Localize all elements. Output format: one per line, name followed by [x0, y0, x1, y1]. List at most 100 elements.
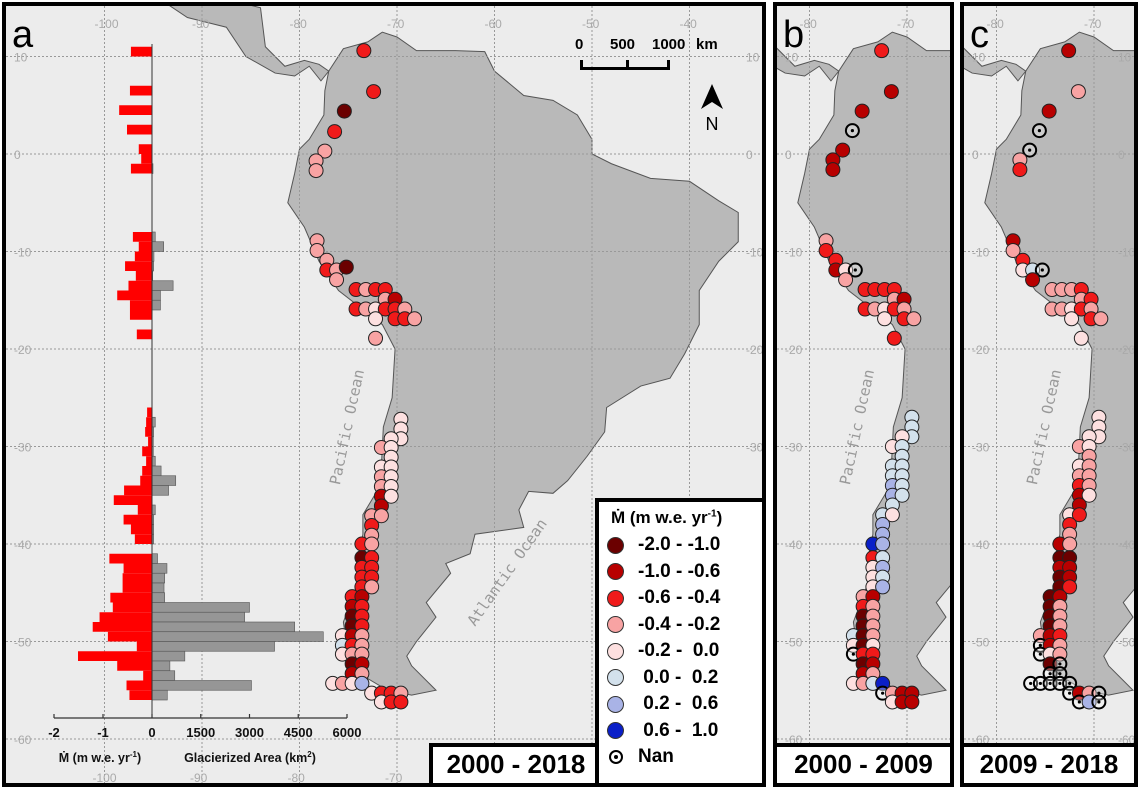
glacier-dot-nan-center [1058, 681, 1062, 686]
mdot-bar [142, 446, 152, 457]
mdot-bar [129, 300, 152, 310]
legend-item: -0.6 - -0.4 [607, 585, 762, 612]
legend-item: -2.0 - -1.0 [607, 532, 762, 559]
glacier-dot [336, 103, 352, 119]
glacier-dot [894, 487, 910, 503]
latitude-label: 0 [972, 148, 979, 162]
legend-item: 0.6 - 1.0 [607, 718, 762, 745]
glacier-dot [329, 272, 345, 288]
glacier-dot-nan-center [1048, 681, 1052, 686]
mdot-bar [129, 85, 152, 96]
legend-title: Ṁ (m w.e. yr-1) [611, 508, 723, 527]
glacier-dot-nan-center [1097, 700, 1101, 704]
longitude-label: -90 [190, 771, 208, 785]
mdot-bar [92, 622, 152, 632]
area-bar [151, 465, 162, 477]
glacier-dot [373, 508, 389, 524]
latitude-label: -10 [14, 246, 32, 260]
north-arrow-icon [701, 84, 723, 109]
longitude-label: -80 [800, 17, 818, 31]
area-axis-label: Glacierized Area (km2) [184, 750, 316, 765]
mdot-bar [127, 124, 152, 135]
legend-label: 0.2 - 0.6 [638, 693, 719, 715]
glacier-dot [875, 536, 891, 552]
latitude-label: -30 [746, 441, 764, 455]
legend-swatch-icon [607, 669, 624, 687]
latitude-label: -30 [785, 441, 803, 455]
glacier-dot [875, 579, 891, 595]
glacier-dot [308, 163, 324, 179]
glacier-dot [317, 143, 333, 159]
area-bar [151, 582, 165, 594]
glacier-dot [854, 103, 870, 119]
glacier-dot-nan-center [1068, 681, 1072, 686]
mdot-bar [107, 631, 152, 642]
glacier-dot [309, 243, 325, 259]
legend-item: -0.2 - 0.0 [607, 638, 762, 665]
mdot-bar [78, 651, 152, 661]
legend-label: -0.2 - 0.0 [638, 640, 720, 662]
latitude-label: -60 [14, 733, 32, 747]
latitude-label: -30 [972, 441, 990, 455]
glacier-dot [1041, 103, 1057, 119]
glacier-dot [904, 694, 920, 710]
glacier-dot [383, 488, 399, 504]
mdot-bar [110, 592, 152, 603]
area-bar [151, 485, 169, 496]
mdot-bar [123, 514, 152, 525]
legend-item: Nan [607, 744, 762, 771]
glacier-dot [366, 84, 382, 100]
latitude-label: -20 [14, 343, 32, 357]
mdot-bar [147, 407, 152, 418]
longitude-label: -70 [1084, 17, 1102, 31]
legend-label: -1.0 - -0.6 [638, 560, 721, 582]
histogram-tick-label: 3000 [235, 725, 264, 740]
glacier-dot [838, 272, 854, 288]
area-bar [151, 241, 164, 252]
latitude-label: -40 [785, 538, 803, 552]
period-label-b: 2000 - 2009 [777, 743, 950, 783]
panel-letter-c: c [970, 14, 989, 56]
pacific-ocean-label: Pacific Ocean [836, 368, 878, 487]
mdot-bar [119, 105, 152, 115]
mdot-bar [124, 485, 152, 496]
histogram: -2 -1 0 1500 3000 4500 6000 Ṁ (m w.e. yr-1) Gla… [48, 44, 361, 765]
area-bar [151, 689, 168, 701]
legend-label: -0.4 - -0.2 [638, 613, 721, 635]
area-bar [151, 475, 177, 486]
longitude-label: -70 [385, 771, 403, 785]
mdot-bar [125, 261, 152, 271]
area-bar [151, 563, 168, 574]
mdot-bar [117, 290, 152, 301]
glacier-dot-nan-center [1028, 148, 1032, 152]
glacier-dot [338, 259, 354, 275]
glacier-dot [884, 507, 900, 523]
land-layer [777, 31, 950, 696]
latitude-label: 0 [1118, 148, 1125, 162]
scale-bar-line [580, 60, 670, 70]
area-bar [151, 611, 245, 623]
mdot-bar [146, 417, 152, 427]
legend-swatch-icon [607, 695, 624, 713]
longitude-label: -40 [680, 17, 698, 31]
mdot-bar [138, 144, 152, 154]
mdot-bar [123, 563, 152, 574]
glacier-dot [825, 162, 841, 178]
latitude-label: -20 [972, 343, 990, 357]
legend-label: -0.6 - -0.4 [638, 587, 721, 609]
area-bar [151, 572, 165, 584]
mdot-bar [122, 573, 152, 583]
area-bar [151, 602, 250, 613]
glacier-dot-nan-center [1029, 681, 1033, 686]
legend-swatch-icon [607, 563, 624, 581]
glacier-dot [1062, 536, 1078, 552]
glacier-dot [835, 142, 851, 158]
glacier-dot [818, 243, 834, 259]
glacier-dot [1064, 311, 1080, 327]
latitude-label: -20 [1118, 343, 1136, 357]
glacier-dot [1025, 272, 1041, 288]
latitude-label: -10 [1118, 246, 1136, 260]
latitude-label: 10 [972, 51, 986, 65]
glacier-dot-nan-center [1097, 691, 1101, 695]
glacier-dot [877, 311, 893, 327]
